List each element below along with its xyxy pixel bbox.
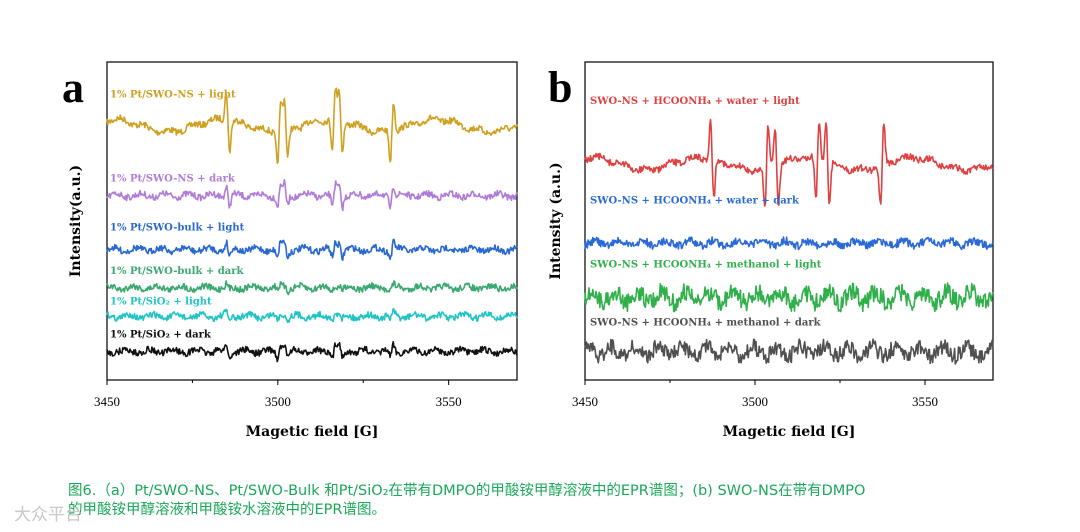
panel-b-ylabel: Intensity (a.u.) [548,162,564,279]
series-label: 1% Pt/SWO-bulk + dark [110,266,244,277]
series-line [584,338,994,365]
series-line [106,179,518,212]
x-tick-label: 3500 [265,394,291,409]
series-label: SWO-NS + HCOONH₄ + methanol + light [590,259,822,270]
x-tick-label: 3450 [94,394,120,409]
caption-line-2: 的甲酸铵甲醇溶液和甲酸铵水溶液中的EPR谱图。 [68,502,386,518]
series-line [584,282,994,313]
watermark: 大众平台 [14,505,82,525]
panel-a: a Intensity(a.u.) Magetic field [G] 3450… [62,61,518,440]
series-label: 1% Pt/SWO-NS + light [110,90,236,101]
series-line [106,280,518,296]
series-line [584,118,994,207]
series-line [106,307,518,323]
series-label: 1% Pt/SiO₂ + dark [110,329,212,340]
panel-b-letter: b [548,63,572,112]
x-tick-label: 3450 [572,394,598,409]
panel-b-xlabel: Magetic field [G] [723,424,856,440]
panel-a-ylabel: Intensity(a.u.) [68,165,84,277]
panel-b-frame [584,61,994,381]
panel-a-letter: a [62,63,84,112]
panel-a-xlabel: Magetic field [G] [246,424,379,440]
x-tick-label: 3500 [742,394,768,409]
series-label: 1% Pt/SWO-NS + dark [110,174,236,185]
series-line [106,87,518,164]
series-label: SWO-NS + HCOONH₄ + water + light [590,96,800,107]
figure-caption: 图6.（a）Pt/SWO-NS、Pt/SWO-Bulk 和Pt/SiO₂在带有D… [68,482,1008,520]
figure: a Intensity(a.u.) Magetic field [G] 3450… [62,61,994,440]
x-tick-label: 3550 [912,394,938,409]
series-line [106,341,518,363]
panel-b: b Intensity (a.u.) Magetic field [G] 345… [548,61,994,440]
series-line [584,236,994,251]
series-line [106,238,518,261]
caption-line-1: 图6.（a）Pt/SWO-NS、Pt/SWO-Bulk 和Pt/SiO₂在带有D… [68,483,866,499]
x-tick-label: 3550 [436,394,462,409]
series-label: SWO-NS + HCOONH₄ + methanol + dark [590,317,822,328]
series-label: SWO-NS + HCOONH₄ + water + dark [590,195,800,206]
series-label: 1% Pt/SiO₂ + light [110,296,212,307]
series-label: 1% Pt/SWO-bulk + light [110,223,245,234]
panel-a-frame [106,61,518,381]
